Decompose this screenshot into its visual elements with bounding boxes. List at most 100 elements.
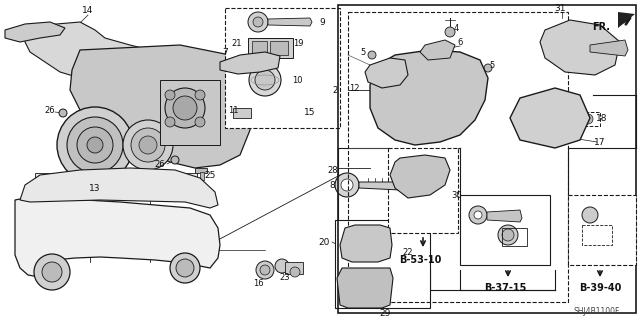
- Circle shape: [368, 51, 376, 59]
- Text: 4: 4: [453, 23, 459, 33]
- Text: 11: 11: [228, 106, 238, 115]
- Bar: [270, 41, 288, 55]
- Polygon shape: [337, 268, 393, 308]
- Bar: [502, 228, 527, 246]
- Text: 6: 6: [458, 37, 463, 46]
- Circle shape: [484, 64, 492, 72]
- Bar: [338, 5, 636, 313]
- Circle shape: [536, 104, 564, 132]
- Polygon shape: [70, 45, 255, 168]
- Bar: [225, 8, 340, 128]
- Text: 15: 15: [304, 108, 316, 116]
- Text: 26: 26: [155, 159, 165, 169]
- Circle shape: [275, 259, 289, 273]
- Circle shape: [67, 117, 123, 173]
- Circle shape: [34, 254, 70, 290]
- Text: 18: 18: [596, 114, 608, 123]
- Polygon shape: [220, 52, 280, 74]
- Bar: [580, 112, 600, 126]
- Polygon shape: [510, 88, 590, 148]
- Text: B-37-15: B-37-15: [484, 283, 526, 293]
- Circle shape: [195, 117, 205, 127]
- Circle shape: [165, 90, 175, 100]
- Circle shape: [341, 179, 353, 191]
- Bar: [233, 108, 251, 118]
- Circle shape: [255, 70, 275, 90]
- Polygon shape: [540, 20, 620, 75]
- Circle shape: [77, 127, 113, 163]
- Circle shape: [248, 12, 268, 32]
- Polygon shape: [420, 40, 455, 60]
- Text: 20: 20: [319, 237, 330, 246]
- Circle shape: [290, 267, 300, 277]
- Text: 8: 8: [329, 180, 335, 189]
- Circle shape: [412, 172, 424, 184]
- Circle shape: [560, 33, 590, 63]
- Bar: [335, 220, 430, 308]
- Bar: [155, 173, 197, 198]
- Text: 5: 5: [490, 60, 495, 69]
- Polygon shape: [590, 40, 628, 56]
- Text: 21: 21: [232, 38, 243, 47]
- Bar: [285, 262, 303, 274]
- Circle shape: [410, 60, 420, 70]
- Polygon shape: [15, 198, 220, 278]
- Circle shape: [422, 88, 442, 108]
- Bar: [200, 172, 204, 180]
- Text: FR.: FR.: [592, 22, 610, 32]
- Circle shape: [445, 27, 455, 37]
- Bar: [248, 38, 293, 58]
- Text: 10: 10: [292, 76, 302, 84]
- Polygon shape: [5, 22, 65, 42]
- Text: 12: 12: [349, 84, 360, 92]
- Text: 23: 23: [280, 274, 291, 283]
- Polygon shape: [25, 22, 230, 95]
- Circle shape: [253, 17, 263, 27]
- Text: 29: 29: [380, 308, 390, 317]
- Circle shape: [544, 112, 556, 124]
- Circle shape: [498, 225, 518, 245]
- Ellipse shape: [364, 244, 386, 256]
- Polygon shape: [20, 168, 218, 208]
- Circle shape: [256, 261, 274, 279]
- Text: B-39-40: B-39-40: [579, 283, 621, 293]
- Circle shape: [171, 156, 179, 164]
- Circle shape: [469, 206, 487, 224]
- Circle shape: [335, 173, 359, 197]
- Text: 13: 13: [89, 183, 100, 193]
- Text: 31: 31: [554, 4, 566, 12]
- Bar: [390, 58, 435, 88]
- Bar: [350, 248, 364, 258]
- Bar: [368, 248, 382, 258]
- Polygon shape: [370, 50, 488, 145]
- Circle shape: [165, 88, 205, 128]
- Bar: [582, 225, 612, 245]
- Circle shape: [567, 40, 583, 56]
- Text: 7: 7: [222, 47, 228, 57]
- Bar: [160, 80, 220, 145]
- Circle shape: [583, 114, 593, 124]
- Polygon shape: [487, 210, 522, 222]
- Bar: [568, 195, 636, 265]
- Polygon shape: [250, 68, 318, 118]
- Circle shape: [266, 78, 294, 106]
- Text: 28: 28: [328, 165, 338, 174]
- Circle shape: [412, 78, 452, 118]
- Polygon shape: [618, 12, 635, 28]
- Circle shape: [195, 90, 205, 100]
- Circle shape: [440, 60, 450, 70]
- Text: SHJ4B1100F: SHJ4B1100F: [573, 308, 620, 316]
- Polygon shape: [268, 18, 312, 26]
- Circle shape: [582, 207, 598, 223]
- Text: 30: 30: [451, 190, 462, 199]
- Circle shape: [59, 109, 67, 117]
- Text: 14: 14: [83, 5, 93, 14]
- Circle shape: [272, 84, 288, 100]
- Bar: [350, 235, 364, 245]
- Text: B-53-10: B-53-10: [399, 255, 441, 265]
- Circle shape: [170, 253, 200, 283]
- Bar: [98, 171, 148, 197]
- Text: 17: 17: [595, 138, 605, 147]
- Circle shape: [87, 137, 103, 153]
- Circle shape: [57, 107, 133, 183]
